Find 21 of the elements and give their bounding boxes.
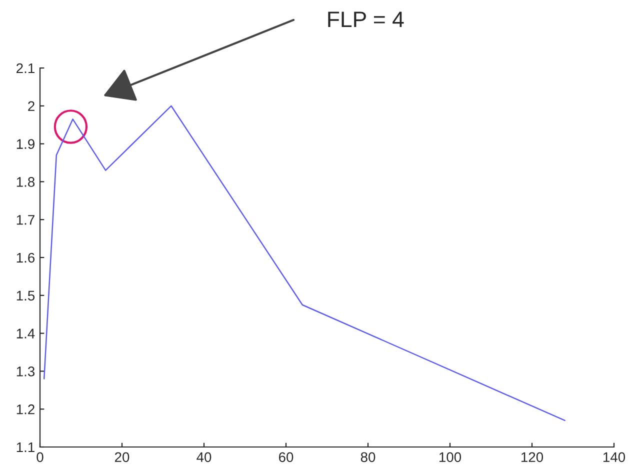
- line-series: [43, 105, 566, 422]
- text: FLP = 4: [328, 12, 404, 28]
- x-tick-label: 0: [36, 452, 44, 462]
- y-tick-label: 1.7: [16, 215, 34, 225]
- x-tick-label: 100: [439, 452, 462, 462]
- y-tick-label: 1.9: [16, 139, 34, 149]
- y-tick-label: 1.3: [16, 366, 35, 376]
- y-tick-label: 1.8: [16, 177, 35, 187]
- y-tick-label: 1.1: [16, 442, 34, 452]
- y-tick-label: 1.5: [16, 290, 35, 301]
- x-tick-label: 80: [360, 452, 376, 462]
- x-tick-label: 40: [196, 452, 212, 462]
- x-tick-label: 120: [521, 452, 544, 462]
- x-tick-label: 140: [603, 452, 626, 462]
- x-tick-label: 60: [278, 452, 294, 462]
- x-tick-label: 20: [114, 452, 130, 462]
- y-tick-label: 2.1: [16, 63, 34, 74]
- y-tick-label: 1.4: [16, 328, 35, 338]
- y-tick-label: 2: [28, 101, 34, 111]
- y-tick-label: 1.2: [16, 404, 34, 414]
- y-tick-label: 1.6: [16, 252, 35, 263]
